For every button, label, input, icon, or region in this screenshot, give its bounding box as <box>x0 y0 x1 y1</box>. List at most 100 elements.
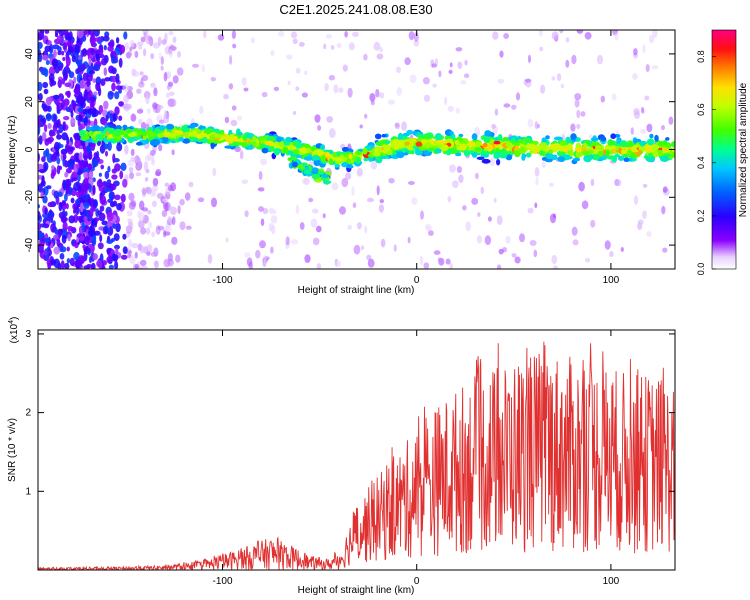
spectrogram-ridge-point <box>572 157 581 162</box>
spectrogram-ridge-point <box>372 151 381 157</box>
spectrogram-speckle <box>67 146 74 152</box>
spectrogram-ridge-point <box>202 136 208 144</box>
spectrogram-speckle <box>62 208 66 218</box>
spectrogram-ridge-point <box>259 136 264 141</box>
spectrogram-speckle <box>121 254 128 260</box>
spectrogram-ridge-point <box>483 150 489 154</box>
spectrogram-ridge-point <box>482 142 488 148</box>
spectrogram-speckle <box>58 30 65 37</box>
spectrogram-ridge-point <box>415 141 423 147</box>
spectrogram-speckle <box>248 261 253 269</box>
spectrogram-speckle <box>58 228 62 239</box>
spectrogram-speckle <box>175 254 181 263</box>
spectrogram-speckle <box>48 73 55 83</box>
spectrogram-ridge-point <box>153 128 161 134</box>
spectrogram-speckle <box>380 238 386 248</box>
spectrogram-speckle <box>642 210 647 220</box>
spectrogram-speckle <box>38 93 43 101</box>
spectrogram-speckle <box>197 197 205 203</box>
spectrogram-speckle <box>47 40 52 46</box>
colorbar-label: Normalized spectral amplitude <box>738 82 749 217</box>
spectrogram-speckle <box>66 41 73 47</box>
spectrogram-speckle <box>44 207 48 215</box>
spectrogram-speckle <box>64 171 69 178</box>
spectrogram-ridge-point <box>638 140 648 145</box>
spectrogram-ridge-point <box>273 148 280 154</box>
figure-title: C2E1.2025.241.08.08.E30 <box>279 2 432 17</box>
spectrogram-speckle <box>438 70 442 78</box>
spectrogram-ridge-point <box>670 141 675 148</box>
spectrogram-speckle <box>65 203 69 210</box>
spectrogram-speckle <box>140 36 146 43</box>
y-tick-label: 1 <box>25 486 31 497</box>
spectrogram-speckle <box>126 50 133 58</box>
spectrogram-ridge-point <box>335 157 343 162</box>
spectrogram-ridge-point <box>306 147 311 153</box>
spectrogram-ridge-point <box>576 152 584 157</box>
spectrogram-branch-point <box>321 174 329 179</box>
spectrogram-ridge-point <box>450 148 458 154</box>
spectrogram-speckle <box>172 75 179 84</box>
spectrogram-speckle <box>91 218 97 226</box>
spectrogram-speckle <box>103 35 110 42</box>
spectrogram-ridge-point <box>378 155 388 160</box>
spectrogram-speckle <box>143 161 149 171</box>
spectrogram-ridge-point <box>278 140 284 148</box>
spectrogram-speckle <box>584 32 592 40</box>
spectrogram-x-axis-label: Height of straight line (km) <box>298 285 415 296</box>
spectrogram-speckle <box>578 181 585 192</box>
spectrogram-speckle <box>98 105 104 113</box>
spectrogram-speckle <box>401 121 407 131</box>
spectrogram-speckle <box>476 235 482 244</box>
spectrogram-speckle <box>324 83 329 92</box>
x-tick-label: -100 <box>212 576 232 587</box>
spectrogram-ridge-point <box>657 140 667 147</box>
spectrogram-speckle <box>75 205 80 215</box>
spectrogram-speckle <box>143 31 147 38</box>
spectrogram-ridge-point <box>591 153 600 161</box>
spectrogram-speckle <box>225 237 229 243</box>
spectrogram-speckle <box>330 45 335 50</box>
spectrogram-speckle <box>47 211 55 218</box>
spectrogram-speckle <box>60 260 65 269</box>
spectrogram-speckle <box>44 30 50 34</box>
spectrogram-ridge-point <box>86 126 93 131</box>
spectrogram-speckle <box>304 254 311 263</box>
spectrogram-speckle <box>291 239 298 245</box>
spectrogram-speckle <box>331 182 339 191</box>
spectrogram-ridge-point <box>113 132 121 137</box>
spectrogram-speckle <box>551 76 556 81</box>
spectrogram-ridge-point <box>178 134 184 139</box>
spectrogram-speckle <box>65 34 71 41</box>
spectrogram-marks <box>38 30 675 269</box>
snr-y-axis-label: SNR (10 * v/v) <box>7 418 18 482</box>
spectrogram-ridge-point <box>346 165 354 169</box>
spectrogram-branch-point <box>303 169 312 175</box>
spectrogram-speckle <box>217 34 225 41</box>
spectrogram-speckle <box>456 166 462 173</box>
spectrogram-speckle <box>71 239 75 245</box>
spectrogram-ridge-point <box>553 142 558 150</box>
spectrogram-speckle <box>352 202 357 208</box>
spectrogram-speckle <box>44 124 48 133</box>
spectrogram-speckle <box>326 34 332 39</box>
spectrogram-ridge-point <box>158 125 166 131</box>
x-tick-label: 100 <box>603 275 620 286</box>
spectrogram-speckle <box>78 96 86 103</box>
spectrogram-speckle <box>642 44 646 54</box>
spectrogram-speckle <box>131 113 135 120</box>
spectrogram-speckle <box>141 187 147 196</box>
spectrogram-speckle <box>484 235 492 246</box>
spectrogram-speckle <box>423 262 430 269</box>
spectrogram-ridge-point <box>434 148 442 154</box>
spectrogram-speckle <box>47 123 52 129</box>
spectrogram-speckle <box>100 164 104 170</box>
spectrogram-speckle <box>88 65 93 71</box>
spectrogram-speckle <box>223 93 229 100</box>
spectrogram-speckle <box>111 174 118 180</box>
spectrogram-speckle <box>210 77 216 82</box>
spectrogram-speckle <box>62 116 70 121</box>
spectrogram-speckle <box>58 123 64 134</box>
spectrogram-speckle <box>188 181 194 188</box>
spectrogram-speckle <box>48 66 56 76</box>
